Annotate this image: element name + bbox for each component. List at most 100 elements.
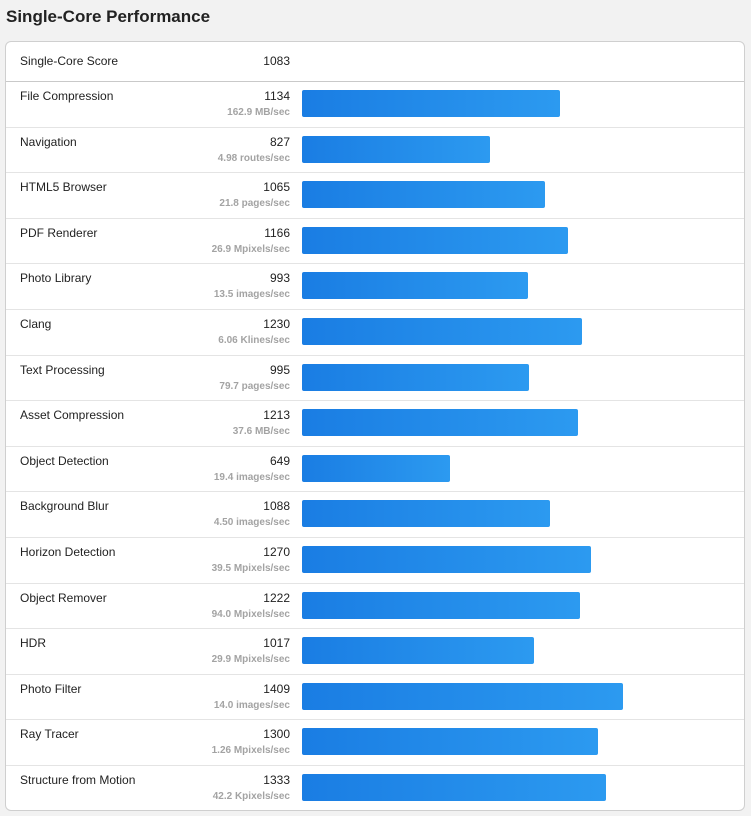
benchmark-bar-track	[302, 637, 712, 665]
page-title: Single-Core Performance	[6, 7, 211, 26]
benchmark-bar	[302, 226, 568, 254]
benchmark-name: Horizon Detection	[20, 544, 116, 559]
benchmark-row: Photo Filter 1409 14.0 images/sec	[6, 675, 744, 721]
benchmark-bar	[302, 90, 561, 117]
benchmark-name: Text Processing	[20, 362, 105, 377]
benchmark-name: HTML5 Browser	[20, 180, 107, 195]
benchmark-rate: 39.5 Mpixels/sec	[211, 562, 290, 574]
single-core-score-row: Single-Core Score 1083	[6, 42, 744, 82]
benchmark-row: Text Processing 995 79.7 pages/sec	[6, 356, 744, 402]
benchmark-rate: 4.50 images/sec	[213, 517, 290, 529]
benchmark-bar-track	[302, 409, 712, 437]
benchmark-score: 649	[269, 453, 290, 468]
benchmark-name: File Compression	[20, 89, 114, 103]
summary-score: 1083	[263, 54, 290, 68]
benchmark-name: Structure from Motion	[20, 772, 136, 787]
benchmark-score: 1017	[263, 636, 290, 651]
benchmark-rate: 21.8 pages/sec	[219, 198, 290, 210]
benchmark-bar-track	[302, 773, 712, 801]
benchmark-name: Object Detection	[20, 453, 109, 468]
benchmark-bar	[302, 591, 581, 619]
benchmark-bar-track	[302, 454, 712, 482]
benchmark-bar-track	[302, 591, 712, 619]
benchmark-rate: 19.4 images/sec	[213, 471, 290, 483]
benchmark-bar	[302, 773, 606, 801]
benchmark-name: HDR	[20, 636, 46, 651]
benchmark-bar	[302, 637, 534, 665]
benchmark-bar-track	[302, 728, 712, 756]
benchmark-rate: 4.98 routes/sec	[217, 152, 290, 164]
benchmark-row: HDR 1017 29.9 Mpixels/sec	[6, 629, 744, 675]
benchmark-score: 1213	[263, 408, 290, 423]
benchmark-rate: 13.5 images/sec	[213, 289, 290, 301]
benchmark-score: 1230	[263, 316, 290, 331]
benchmark-name: PDF Renderer	[20, 225, 98, 240]
benchmark-name: Object Remover	[20, 590, 107, 605]
benchmark-row: Horizon Detection 1270 39.5 Mpixels/sec	[6, 538, 744, 584]
benchmark-row: File Compression 1134 162.9 MB/sec	[6, 82, 744, 128]
benchmark-bar-track	[302, 226, 712, 254]
benchmark-rate: 79.7 pages/sec	[219, 380, 290, 392]
benchmark-rate: 94.0 Mpixels/sec	[211, 608, 290, 620]
benchmark-bar	[302, 181, 545, 209]
benchmark-row: Background Blur 1088 4.50 images/sec	[6, 492, 744, 538]
benchmark-score: 995	[269, 362, 290, 377]
benchmark-score: 1409	[263, 681, 290, 696]
benchmark-bar	[302, 545, 592, 573]
benchmark-bar-track	[302, 682, 712, 710]
benchmark-bar-track	[302, 500, 712, 528]
benchmark-bar	[302, 728, 599, 756]
benchmark-bar	[302, 135, 491, 163]
benchmark-rate: 14.0 images/sec	[213, 699, 290, 711]
benchmark-bar	[302, 409, 579, 437]
benchmark-name: Photo Filter	[20, 681, 82, 696]
benchmark-row: HTML5 Browser 1065 21.8 pages/sec	[6, 173, 744, 219]
benchmark-row: Navigation 827 4.98 routes/sec	[6, 128, 744, 174]
benchmark-name: Asset Compression	[20, 408, 125, 423]
benchmark-bar-track	[302, 363, 712, 391]
benchmark-rate: 26.9 Mpixels/sec	[211, 243, 290, 255]
benchmark-row: Object Remover 1222 94.0 Mpixels/sec	[6, 584, 744, 630]
benchmark-row: PDF Renderer 1166 26.9 Mpixels/sec	[6, 219, 744, 265]
benchmark-rate: 37.6 MB/sec	[232, 426, 290, 438]
benchmark-score: 1088	[263, 499, 290, 514]
benchmark-score: 1270	[263, 544, 290, 559]
benchmark-row: Object Detection 649 19.4 images/sec	[6, 447, 744, 493]
benchmark-name: Clang	[20, 316, 52, 331]
benchmark-bar	[302, 500, 550, 528]
benchmark-name: Ray Tracer	[20, 727, 79, 742]
benchmark-bar	[302, 317, 583, 345]
benchmark-name: Background Blur	[20, 499, 109, 514]
benchmark-score: 1166	[264, 225, 290, 240]
benchmark-name: Photo Library	[20, 271, 92, 286]
benchmark-rate: 29.9 Mpixels/sec	[211, 654, 290, 666]
benchmark-rate: 162.9 MB/sec	[227, 107, 290, 118]
benchmark-bar	[302, 682, 623, 710]
benchmark-score: 1134	[264, 89, 290, 103]
benchmark-rate: 42.2 Kpixels/sec	[212, 790, 290, 802]
benchmark-bar-track	[302, 135, 712, 163]
benchmark-bar-track	[302, 181, 712, 209]
benchmark-bar-track	[302, 545, 712, 573]
benchmark-score: 1222	[263, 590, 290, 605]
benchmark-bar	[302, 454, 450, 482]
benchmark-bar	[302, 363, 529, 391]
benchmark-row: Clang 1230 6.06 Klines/sec	[6, 310, 744, 356]
benchmark-score: 827	[269, 134, 290, 149]
results-panel: Single-Core Score 1083 File Compression 1…	[5, 41, 745, 811]
benchmark-list: File Compression 1134 162.9 MB/sec Navigati…	[6, 82, 744, 810]
benchmark-bar-track	[302, 317, 712, 345]
benchmark-score: 993	[269, 271, 290, 286]
benchmark-name: Navigation	[20, 134, 77, 149]
benchmark-rate: 1.26 Mpixels/sec	[211, 745, 290, 757]
benchmark-row: Photo Library 993 13.5 images/sec	[6, 264, 744, 310]
benchmark-row: Ray Tracer 1300 1.26 Mpixels/sec	[6, 720, 744, 766]
benchmark-bar-track	[302, 272, 712, 300]
benchmark-score: 1065	[263, 180, 290, 195]
benchmark-row: Asset Compression 1213 37.6 MB/sec	[6, 401, 744, 447]
benchmark-row: Structure from Motion 1333 42.2 Kpixels/se…	[6, 766, 744, 810]
benchmark-score: 1333	[263, 772, 290, 787]
benchmark-rate: 6.06 Klines/sec	[218, 334, 290, 346]
benchmark-score: 1300	[263, 727, 290, 742]
benchmark-bar-track	[302, 90, 712, 117]
